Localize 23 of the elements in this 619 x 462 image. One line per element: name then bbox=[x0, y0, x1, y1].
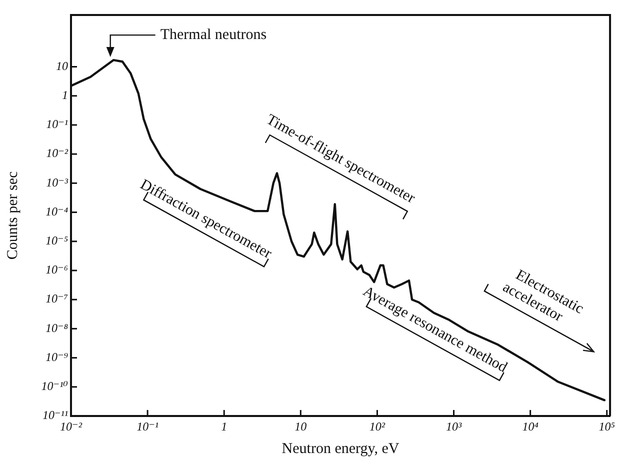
y-tick-label: 10⁻⁹ bbox=[45, 350, 68, 364]
y-axis-title: Counts per sec bbox=[4, 171, 21, 260]
x-tick-label: 10⁵ bbox=[598, 419, 615, 434]
y-tick-label: 10⁻² bbox=[46, 146, 68, 160]
y-tick-label: 1 bbox=[62, 88, 68, 102]
x-tick-label: 10⁻¹ bbox=[136, 419, 159, 434]
annotation: Thermal neutrons bbox=[160, 26, 267, 43]
y-tick-label: 10 bbox=[56, 58, 68, 73]
y-tick-label: 10⁻⁷ bbox=[45, 292, 68, 306]
x-tick-label: 1 bbox=[221, 419, 228, 434]
y-tick-label: 10⁻¹ bbox=[46, 117, 68, 132]
y-tick-label: 10⁻¹⁰ bbox=[41, 379, 68, 394]
x-axis-title: Neutron energy, eV bbox=[282, 440, 400, 457]
x-tick-label: 10² bbox=[369, 419, 386, 434]
x-tick-label: 10³ bbox=[446, 419, 462, 434]
y-tick-label: 10⁻⁶ bbox=[45, 262, 68, 277]
y-tick-label: 10⁻⁴ bbox=[45, 204, 68, 218]
x-tick-label: 10 bbox=[294, 419, 307, 434]
x-tick-label: 10⁴ bbox=[522, 419, 538, 434]
y-tick-label: 10⁻¹¹ bbox=[42, 408, 68, 422]
y-tick-label: 10⁻⁵ bbox=[45, 234, 68, 248]
y-tick-label: 10⁻³ bbox=[46, 175, 68, 190]
y-tick-label: 10⁻⁸ bbox=[45, 320, 68, 335]
